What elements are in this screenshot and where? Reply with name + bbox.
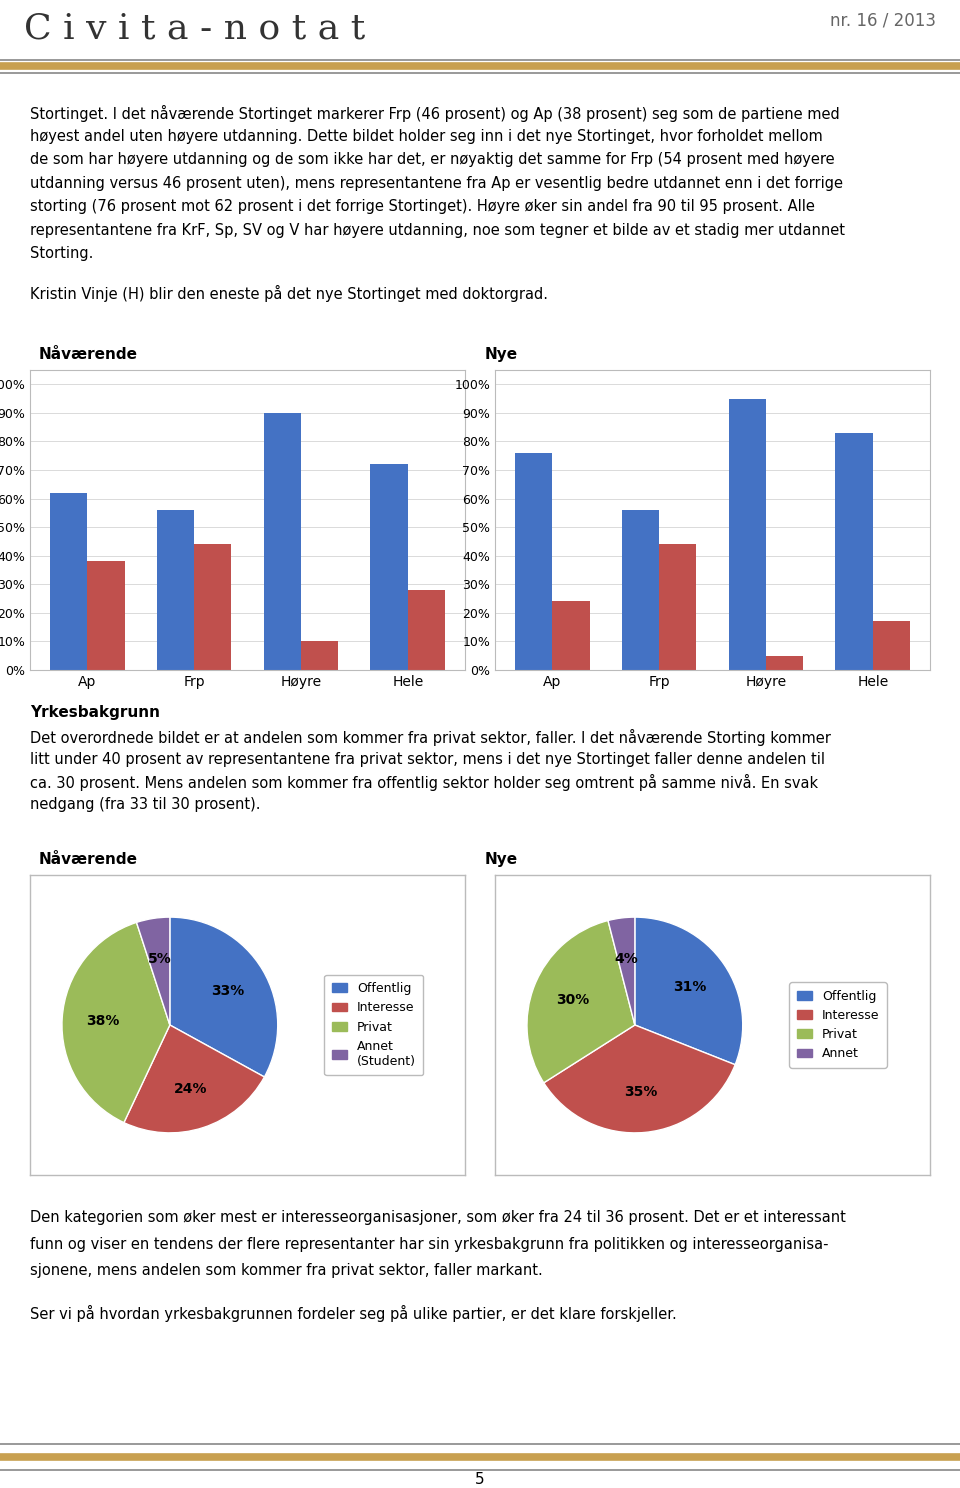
Text: 33%: 33% (211, 984, 244, 998)
Text: funn og viser en tendens der flere representanter har sin yrkesbakgrunn fra poli: funn og viser en tendens der flere repre… (30, 1237, 828, 1251)
Wedge shape (124, 1025, 264, 1132)
Text: sjonene, mens andelen som kommer fra privat sektor, faller markant.: sjonene, mens andelen som kommer fra pri… (30, 1263, 542, 1278)
Text: 5: 5 (475, 1472, 485, 1487)
Wedge shape (608, 917, 635, 1025)
Text: ca. 30 prosent. Mens andelen som kommer fra offentlig sektor holder seg omtrent : ca. 30 prosent. Mens andelen som kommer … (30, 774, 818, 792)
Text: Nåværende: Nåværende (39, 851, 138, 866)
Legend: Har, Har ikke: Har, Har ikke (545, 376, 641, 418)
Bar (515, 452, 552, 670)
Bar (156, 510, 194, 670)
Text: Det overordnede bildet er at andelen som kommer fra privat sektor, faller. I det: Det overordnede bildet er at andelen som… (30, 729, 830, 745)
Text: Storting.: Storting. (30, 247, 93, 262)
Text: storting (76 prosent mot 62 prosent i det forrige Stortinget). Høyre øker sin an: storting (76 prosent mot 62 prosent i de… (30, 199, 815, 214)
Text: Kristin Vinje (H) blir den eneste på det nye Stortinget med doktorgrad.: Kristin Vinje (H) blir den eneste på det… (30, 286, 548, 302)
Bar (371, 464, 408, 670)
Text: 5%: 5% (148, 952, 171, 966)
Wedge shape (136, 917, 170, 1025)
Legend: Offentlig, Interesse, Privat, Annet
(Student): Offentlig, Interesse, Privat, Annet (Stu… (324, 975, 423, 1076)
Bar (300, 641, 338, 670)
Text: Nåværende: Nåværende (39, 347, 138, 362)
Text: Nye: Nye (485, 851, 517, 866)
Text: 35%: 35% (624, 1085, 658, 1098)
Text: 24%: 24% (174, 1082, 207, 1095)
Wedge shape (527, 921, 635, 1083)
Bar (766, 656, 804, 670)
Text: Stortinget. I det nåværende Stortinget markerer Frp (46 prosent) og Ap (38 prose: Stortinget. I det nåværende Stortinget m… (30, 106, 840, 122)
Bar (660, 545, 696, 670)
Text: Den kategorien som øker mest er interesseorganisasjoner, som øker fra 24 til 36 : Den kategorien som øker mest er interess… (30, 1210, 846, 1225)
Bar (87, 561, 125, 670)
Bar (552, 601, 589, 670)
Wedge shape (543, 1025, 735, 1132)
Wedge shape (635, 917, 743, 1065)
Text: de som har høyere utdanning og de som ikke har det, er nøyaktig det samme for Fr: de som har høyere utdanning og de som ik… (30, 152, 834, 167)
Text: nr. 16 / 2013: nr. 16 / 2013 (830, 12, 936, 30)
Text: C i v i t a - n o t a t: C i v i t a - n o t a t (24, 12, 365, 45)
Text: høyest andel uten høyere utdanning. Dette bildet holder seg inn i det nye Storti: høyest andel uten høyere utdanning. Dett… (30, 128, 823, 143)
Legend: Offentlig, Interesse, Privat, Annet: Offentlig, Interesse, Privat, Annet (789, 982, 887, 1068)
Text: 31%: 31% (674, 981, 707, 994)
Text: 4%: 4% (614, 952, 638, 966)
Text: Nye: Nye (485, 347, 517, 362)
Text: nedgang (fra 33 til 30 prosent).: nedgang (fra 33 til 30 prosent). (30, 796, 260, 811)
Text: litt under 40 prosent av representantene fra privat sektor, mens i det nye Stort: litt under 40 prosent av representantene… (30, 751, 825, 766)
Bar (873, 622, 910, 670)
Wedge shape (170, 917, 277, 1077)
Text: representantene fra KrF, Sp, SV og V har høyere utdanning, noe som tegner et bil: representantene fra KrF, Sp, SV og V har… (30, 223, 845, 238)
Bar (729, 399, 766, 670)
Wedge shape (62, 923, 170, 1122)
Bar (50, 493, 87, 670)
Text: 38%: 38% (86, 1013, 120, 1028)
Text: 30%: 30% (556, 994, 589, 1007)
Bar (194, 545, 231, 670)
Bar (264, 412, 300, 670)
Text: utdanning versus 46 prosent uten), mens representantene fra Ap er vesentlig bedr: utdanning versus 46 prosent uten), mens … (30, 176, 843, 190)
Bar (408, 591, 445, 670)
Text: Ser vi på hvordan yrkesbakgrunnen fordeler seg på ulike partier, er det klare fo: Ser vi på hvordan yrkesbakgrunnen fordel… (30, 1305, 677, 1321)
Text: Yrkesbakgrunn: Yrkesbakgrunn (30, 705, 160, 720)
Bar (622, 510, 660, 670)
Bar (835, 433, 873, 670)
